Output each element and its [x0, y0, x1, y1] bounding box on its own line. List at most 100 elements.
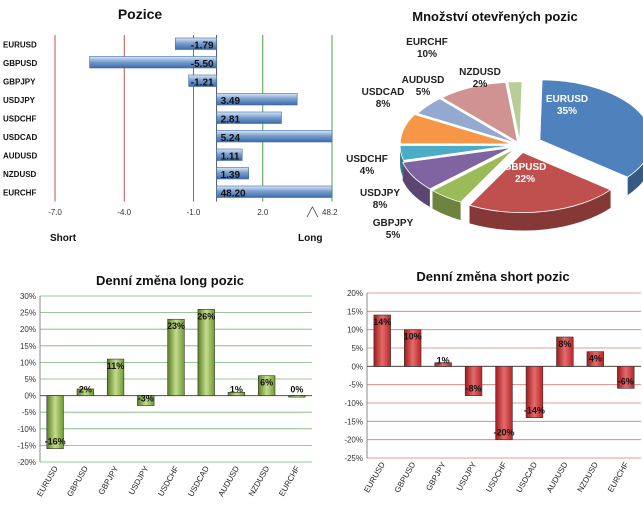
bar-nzdusd	[258, 375, 276, 396]
bar-eurchf	[216, 185, 333, 198]
y-tick-label: -10%	[344, 399, 363, 408]
category-label: GBPUSD	[3, 59, 37, 68]
bar-audusd	[216, 148, 243, 161]
category-label: USDJPY	[127, 464, 151, 496]
slice-percent: 22%	[515, 174, 535, 185]
slice-gbpjpy	[431, 149, 515, 203]
slice-label: EURCHF	[406, 37, 448, 48]
bar-audusd	[227, 391, 246, 396]
y-tick-label: -15%	[17, 441, 36, 450]
category-label: EURCHF	[277, 464, 302, 497]
category-label: NZDUSD	[576, 460, 601, 494]
slice-usdjpy	[402, 147, 512, 190]
y-tick-label: -10%	[17, 425, 36, 434]
category-label: AUDUSD	[216, 464, 241, 498]
slice-side-usdjpy	[402, 162, 430, 207]
slice-audusd	[416, 98, 516, 144]
y-tick-label: 25%	[20, 309, 36, 318]
slice-nzdusd	[507, 81, 523, 142]
category-label: GBPUSD	[393, 460, 418, 494]
y-tick-label: 20%	[20, 325, 36, 334]
slice-usdcad	[399, 114, 513, 145]
short-change-chart: Denní změna short pozic -25% -20% -15% -10%…	[323, 265, 643, 513]
y-tick-label: -5%	[22, 408, 36, 417]
value-label: 2%	[79, 385, 92, 395]
x-tick-label: -7.0	[48, 208, 62, 217]
slice-label: GBPJPY	[373, 218, 414, 229]
category-label: AUDUSD	[3, 152, 37, 161]
pie-plot: EURUSD35%GBPUSD22%GBPJPY5%USDJPY8%USDCHF…	[346, 37, 643, 241]
y-tick-label: 20%	[347, 289, 363, 298]
y-tick-label: 10%	[20, 358, 36, 367]
positions-pie-chart: Množství otevřených pozic EURUSD 35% GBPUS…	[345, 0, 643, 255]
category-label: USDCAD	[186, 464, 211, 498]
bar-usdchf	[216, 111, 282, 124]
value-label: -16%	[45, 437, 66, 447]
slice-label: EURUSD	[546, 94, 588, 105]
bar-usdchf	[495, 366, 513, 440]
value-label: -8%	[466, 384, 482, 394]
slice-percent: 35%	[557, 106, 577, 117]
bar-usdcad	[197, 308, 215, 396]
value-label: 2.81	[221, 115, 241, 126]
category-label: USDCAD	[3, 133, 37, 142]
category-label: GBPJPY	[3, 78, 36, 87]
category-label: GBPUSD	[65, 464, 90, 498]
bar-eurchf	[288, 395, 306, 398]
bar-eurusd	[373, 314, 391, 367]
x-tick-label: -4.0	[117, 208, 131, 217]
value-label: -14%	[524, 406, 545, 416]
category-label: NZDUSD	[3, 170, 37, 179]
slice-percent: 8%	[373, 200, 388, 211]
slice-eurchf	[441, 81, 519, 143]
value-label: 23%	[167, 321, 185, 331]
short-label: Short	[50, 233, 77, 244]
bar-nzdusd	[586, 351, 605, 367]
value-label: -1.21	[191, 78, 214, 89]
bar-usdjpy	[464, 366, 483, 396]
value-label: -3%	[138, 394, 154, 404]
category-label: USDJPY	[455, 460, 479, 492]
bar-gbpjpy	[188, 74, 217, 87]
pozice-chart: Pozice -7.0 -4.0 -1.0 2.0 ╱╲ 48.2 EURUSD -1.79 G…	[0, 0, 345, 255]
axis-break-mark: ╱╲	[306, 206, 318, 218]
bar-eurusd	[174, 37, 217, 50]
value-label: -1.79	[191, 41, 214, 52]
bar-usdcad	[525, 366, 544, 418]
y-tick-label: 5%	[351, 344, 363, 353]
bar-usdjpy	[137, 395, 155, 406]
slice-side-gbpusd	[469, 189, 611, 231]
y-tick-label: 10%	[347, 326, 363, 335]
chart-title: Denní změna long pozic	[95, 273, 245, 288]
bar-gbpjpy	[106, 358, 125, 396]
y-tick-label: 0%	[24, 392, 36, 401]
value-label: 10%	[404, 332, 422, 342]
y-tick-label: 15%	[20, 342, 36, 351]
chart-title: Denní změna short pozic	[416, 269, 570, 284]
slice-label: NZDUSD	[459, 67, 501, 78]
bar-eurusd	[46, 395, 64, 450]
category-label: GBPJPY	[424, 460, 448, 492]
chart-title: Pozice	[117, 6, 163, 22]
category-label: EURUSD	[3, 41, 37, 50]
category-label: USDCHF	[156, 464, 181, 497]
y-tick-label: -20%	[17, 458, 36, 467]
bar-usdjpy	[216, 93, 298, 106]
value-label: 1.11	[221, 152, 240, 163]
value-label: 26%	[197, 311, 215, 321]
value-label: 3.49	[221, 96, 241, 107]
y-tick-label: -20%	[344, 436, 363, 445]
chart-title: Množství otevřených pozic	[412, 9, 578, 24]
bar-gbpusd	[403, 329, 422, 367]
bar-nzdusd	[216, 167, 249, 180]
slice-usdchf	[399, 144, 513, 161]
bar-gbpjpy	[434, 362, 452, 367]
value-label: 1%	[437, 355, 450, 365]
value-label: 1.39	[221, 170, 241, 181]
slice-gbpusd	[468, 152, 612, 213]
category-label: NZDUSD	[247, 464, 272, 498]
category-label: EURUSD	[35, 464, 60, 498]
category-label: USDCHF	[484, 460, 509, 493]
bar-usdchf	[167, 318, 185, 396]
long-label: Long	[298, 233, 323, 244]
